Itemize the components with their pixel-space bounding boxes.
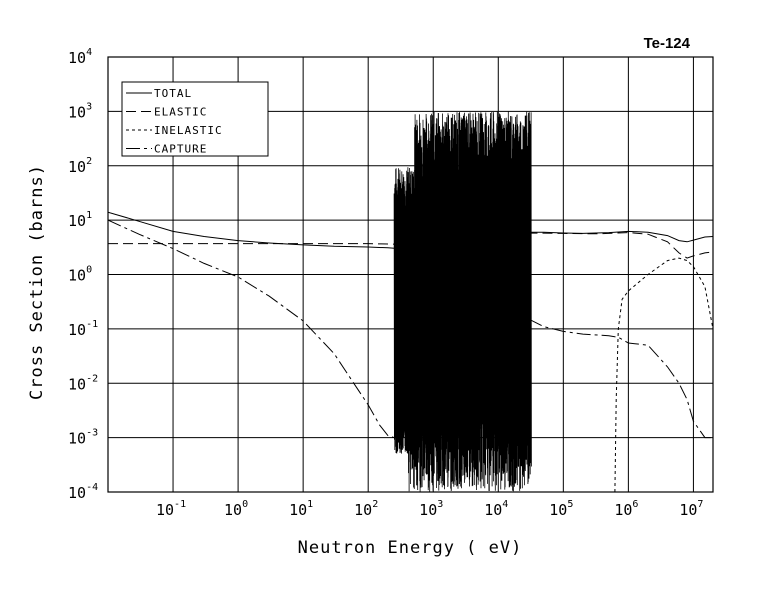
y-tick-label: 101 [68,210,92,230]
x-tick-label: 100 [224,499,248,519]
legend-label: CAPTURE [154,143,207,156]
y-tick-label: 10-4 [68,482,98,502]
x-tick-label: 101 [289,499,313,519]
y-tick-label: 10-1 [68,319,98,339]
legend: TOTAL ELASTIC INELASTIC CAPTURE [121,81,269,157]
legend-label: TOTAL [154,87,192,100]
x-tick-label: 107 [679,499,703,519]
y-tick-label: 103 [68,101,92,121]
x-axis-label: Neutron Energy ( eV) [298,538,523,558]
resonance-oscillation [393,111,532,492]
y-tick-labels: 10-4 10-3 10-2 10-1 100 101 102 103 104 [68,47,98,502]
y-tick-label: 100 [68,265,92,285]
legend-box [121,81,269,157]
series-line-total [108,211,713,250]
series-line-elastic [108,232,713,259]
y-tick-label: 102 [68,156,92,176]
legend-label: ELASTIC [154,106,207,119]
y-tick-label: 104 [68,47,92,67]
x-tick-label: 103 [419,499,443,519]
y-tick-label: 10-3 [68,428,98,448]
x-tick-label: 104 [484,499,508,519]
x-tick-label: 102 [354,499,378,519]
x-tick-label: 10-1 [156,499,186,519]
x-tick-labels: 10-1 100 101 102 103 104 105 106 107 [156,499,703,519]
x-tick-label: 106 [614,499,638,519]
plot-frame [107,56,714,493]
legend-label: INELASTIC [154,124,223,137]
chart-title: Te-124 [644,35,691,52]
series-line-capture [108,219,713,439]
y-axis-label: Cross Section (barns) [27,164,47,400]
series-lines [108,211,713,492]
y-tick-label: 10-2 [68,373,98,393]
x-tick-label: 105 [549,499,573,519]
resonance-region [393,111,532,492]
series-line-inelastic [614,257,713,492]
